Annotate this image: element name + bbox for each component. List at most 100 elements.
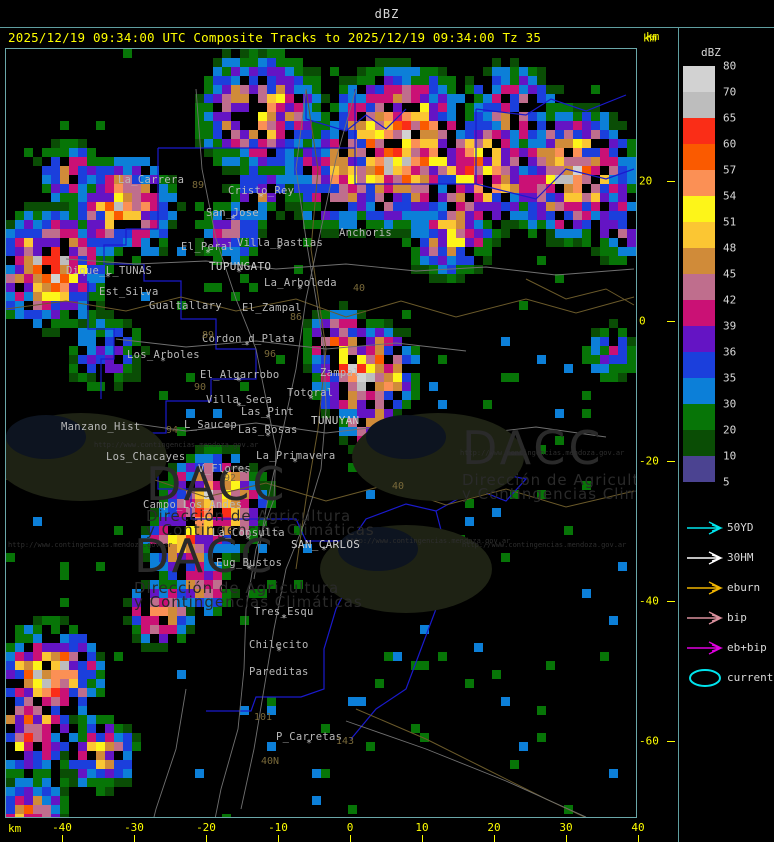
radar-echo-cell — [177, 607, 186, 616]
radar-echo-cell — [240, 175, 249, 184]
radar-echo-cell — [303, 76, 312, 85]
colorbar-label-35: 35 — [723, 371, 737, 385]
radar-echo-cell — [213, 67, 222, 76]
radar-echo-cell — [483, 247, 492, 256]
radar-echo-cell — [501, 697, 510, 706]
radar-echo-cell — [438, 256, 447, 265]
radar-echo-cell — [411, 121, 420, 130]
radar-echo-cell — [33, 706, 42, 715]
radar-echo-cell — [141, 211, 150, 220]
radar-echo-cell — [258, 490, 267, 499]
radar-echo-cell — [204, 220, 213, 229]
radar-echo-cell — [438, 652, 447, 661]
legend-item-50YD[interactable]: 50YD — [683, 516, 774, 542]
radar-echo-cell — [105, 193, 114, 202]
radar-echo-cell — [105, 751, 114, 760]
place-label-la_consulta: La_Consulta — [212, 527, 285, 539]
radar-echo-cell — [609, 319, 618, 328]
radar-echo-cell — [42, 769, 51, 778]
place-label-v_flores: V_Flores — [198, 463, 251, 475]
radar-echo-cell — [258, 211, 267, 220]
radar-echo-cell — [348, 103, 357, 112]
radar-echo-cell — [375, 373, 384, 382]
radar-echo-cell — [573, 202, 582, 211]
radar-echo-cell — [456, 211, 465, 220]
radar-echo-cell — [411, 391, 420, 400]
radar-echo-cell — [375, 319, 384, 328]
radar-echo-cell — [519, 742, 528, 751]
radar-echo-cell — [69, 247, 78, 256]
radar-echo-cell — [393, 94, 402, 103]
radar-echo-cell — [231, 166, 240, 175]
y-axis-unit: km — [643, 31, 657, 45]
radar-echo-cell — [96, 670, 105, 679]
radar-echo-cell — [510, 130, 519, 139]
legend-item-eb-bip[interactable]: eb+bip — [683, 636, 774, 662]
radar-echo-cell — [267, 49, 276, 58]
radar-echo-cell — [627, 355, 636, 364]
radar-echo-cell — [321, 769, 330, 778]
radar-echo-cell — [60, 598, 69, 607]
radar-echo-cell — [114, 382, 123, 391]
legend-item-current[interactable]: current — [683, 666, 774, 692]
radar-echo-cell — [375, 148, 384, 157]
colorbar-label-57: 57 — [723, 163, 737, 177]
road-label-89: 89 — [192, 180, 205, 191]
radar-echo-cell — [78, 751, 87, 760]
radar-echo-cell — [33, 229, 42, 238]
legend-item-30HM[interactable]: 30HM — [683, 546, 774, 572]
radar-echo-cell — [384, 202, 393, 211]
radar-echo-cell — [96, 229, 105, 238]
radar-echo-cell — [348, 319, 357, 328]
radar-echo-cell — [15, 292, 24, 301]
radar-echo-cell — [519, 139, 528, 148]
radar-echo-cell — [375, 121, 384, 130]
radar-echo-cell — [591, 346, 600, 355]
radar-echo-cell — [87, 247, 96, 256]
radar-echo-cell — [429, 202, 438, 211]
radar-echo-cell — [582, 238, 591, 247]
radar-echo-cell — [33, 715, 42, 724]
legend-item-eburn[interactable]: eburn — [683, 576, 774, 602]
radar-echo-cell — [186, 562, 195, 571]
radar-echo-cell — [537, 130, 546, 139]
radar-echo-cell — [438, 193, 447, 202]
radar-echo-cell — [78, 238, 87, 247]
radar-echo-cell — [411, 94, 420, 103]
radar-echo-cell — [267, 94, 276, 103]
radar-echo-cell — [276, 85, 285, 94]
radar-echo-cell — [105, 769, 114, 778]
radar-echo-cell — [51, 211, 60, 220]
radar-echo-cell — [456, 157, 465, 166]
radar-echo-cell — [600, 121, 609, 130]
radar-echo-cell — [366, 121, 375, 130]
radar-echo-cell — [6, 220, 15, 229]
radar-echo-cell — [33, 805, 42, 814]
radar-echo-cell — [393, 85, 402, 94]
radar-echo-cell — [429, 121, 438, 130]
radar-echo-cell — [600, 337, 609, 346]
radar-echo-cell — [546, 229, 555, 238]
colorbar-title: dBZ — [701, 46, 721, 59]
radar-echo-cell — [501, 229, 510, 238]
radar-echo-cell — [114, 652, 123, 661]
radar-echo-cell — [402, 130, 411, 139]
radar-map-frame[interactable]: DACC Dirección de Agricultura y Continge… — [5, 48, 637, 818]
radar-echo-cell — [582, 130, 591, 139]
radar-echo-cell — [375, 175, 384, 184]
radar-echo-cell — [258, 148, 267, 157]
radar-echo-cell — [591, 103, 600, 112]
radar-echo-cell — [447, 193, 456, 202]
radar-echo-cell — [60, 616, 69, 625]
radar-echo-cell — [105, 310, 114, 319]
radar-echo-cell — [474, 193, 483, 202]
radar-echo-cell — [438, 103, 447, 112]
radar-echo-cell — [204, 580, 213, 589]
radar-echo-cell — [483, 130, 492, 139]
radar-echo-cell — [24, 238, 33, 247]
radar-echo-cell — [591, 211, 600, 220]
radar-echo-cell — [357, 202, 366, 211]
radar-echo-cell — [87, 148, 96, 157]
radar-echo-cell — [249, 283, 258, 292]
legend-item-bip[interactable]: bip — [683, 606, 774, 632]
